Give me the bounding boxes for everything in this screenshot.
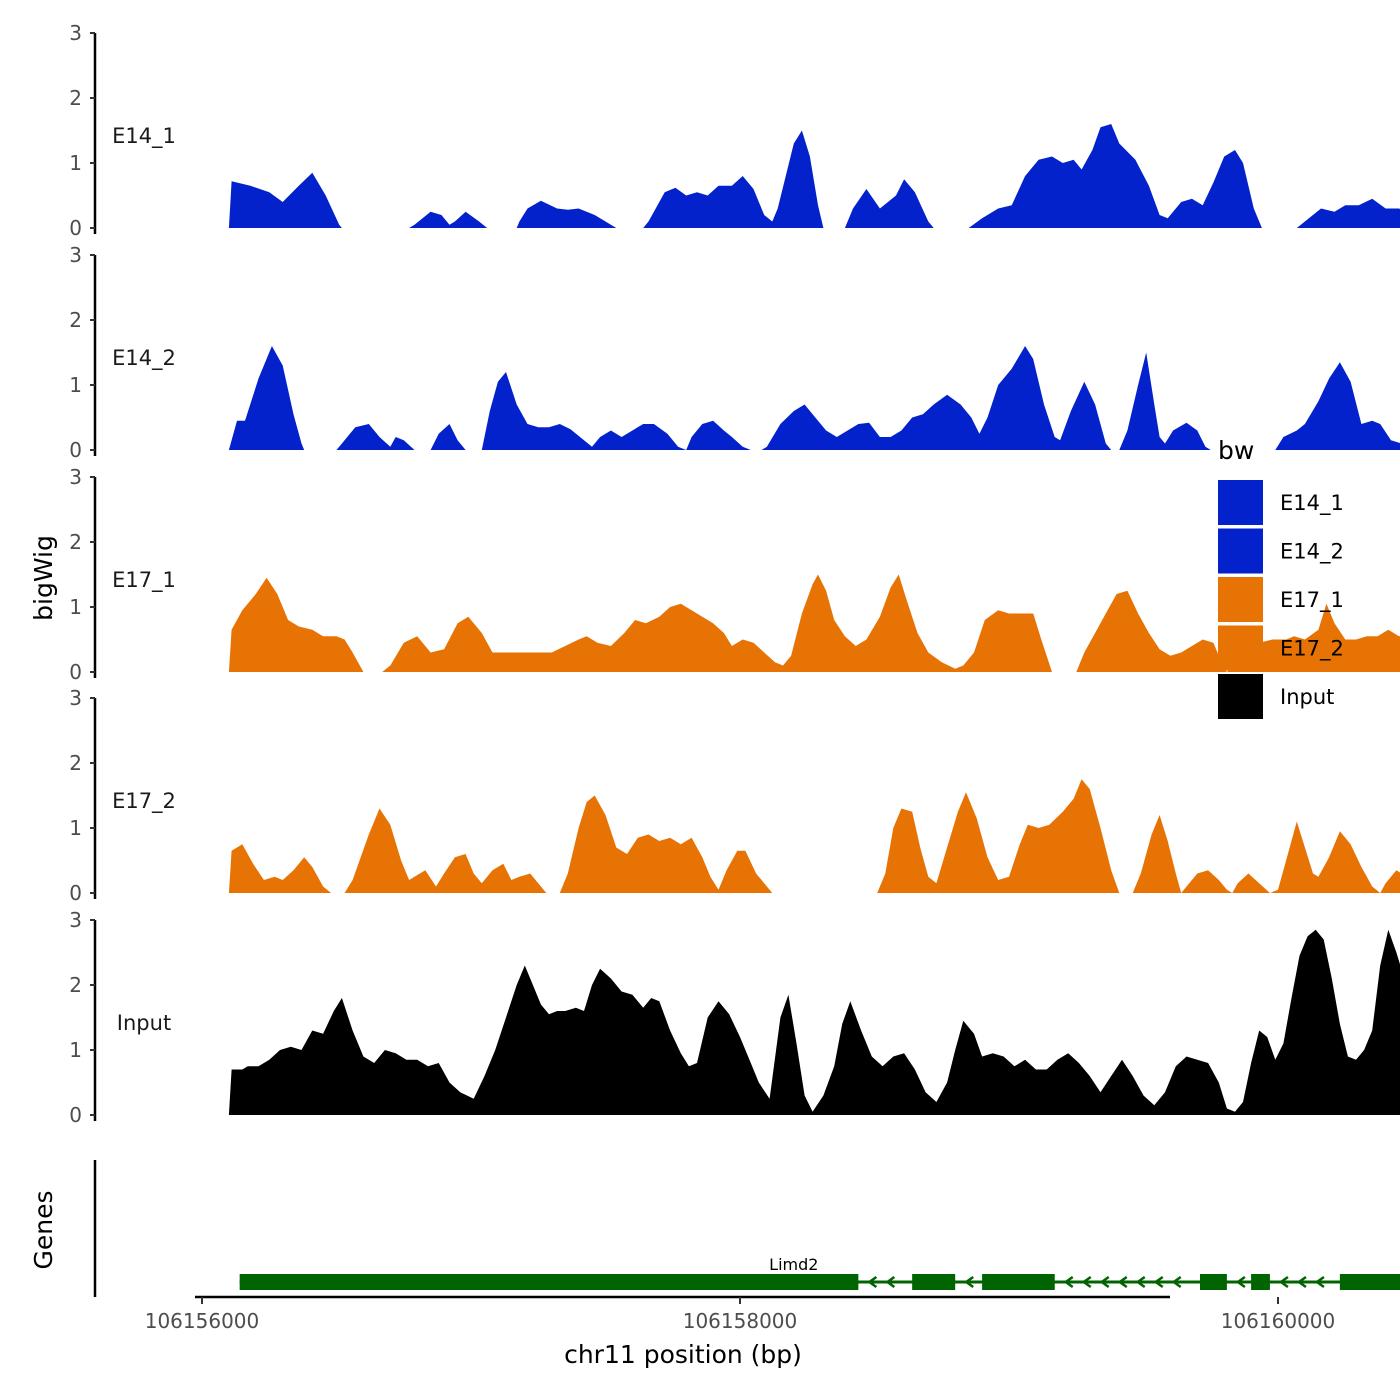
- x-tick-label: 106160000: [1221, 1309, 1336, 1333]
- track-e14_1: 0 1 2 3 E14_1: [69, 21, 1400, 240]
- y-tick-label: 2: [69, 973, 82, 997]
- track-label: E14_1: [112, 124, 176, 149]
- y-tick-label: 3: [69, 243, 82, 267]
- genes-axis-label: Genes: [29, 1190, 58, 1269]
- legend-swatch: [1218, 625, 1263, 671]
- strand-arrow: [885, 1275, 896, 1289]
- y-tick-label: 0: [69, 660, 82, 684]
- x-tick-label: 106156000: [145, 1309, 260, 1333]
- y-tick-label: 3: [69, 686, 82, 710]
- legend-item-e17_1: E17_1: [1218, 577, 1344, 622]
- signal-area-e14_2: [228, 346, 1400, 450]
- signal-area-e17_1: [228, 574, 1400, 672]
- legend-swatch: [1218, 480, 1263, 525]
- strand-arrow: [964, 1275, 974, 1289]
- legend-label: E14_2: [1280, 540, 1344, 565]
- track-label: E14_2: [112, 346, 176, 371]
- gene-exon: [982, 1274, 1055, 1290]
- track-label: Input: [117, 1011, 171, 1035]
- y-tick-label: 0: [69, 881, 82, 905]
- gene-exon: [1339, 1274, 1400, 1290]
- strand-arrow: [867, 1275, 878, 1289]
- y-tick-label: 2: [69, 308, 82, 332]
- y-tick-label: 1: [69, 595, 82, 619]
- gene-exon: [1199, 1274, 1227, 1290]
- legend-label: Input: [1280, 685, 1334, 709]
- y-tick-label: 1: [69, 816, 82, 840]
- legend-item-e14_1: E14_1: [1218, 480, 1344, 525]
- y-tick-label: 1: [69, 373, 82, 397]
- y-tick-label: 2: [69, 530, 82, 554]
- signal-area-e14_1: [228, 124, 1400, 228]
- x-tick-label: 106158000: [683, 1309, 798, 1333]
- y-tick-label: 2: [69, 751, 82, 775]
- track-e17_1: 0 1 2 3 E17_1: [69, 465, 1400, 684]
- gene-exon: [1251, 1274, 1270, 1290]
- strand-arrow: [1081, 1275, 1092, 1289]
- strand-arrow: [1314, 1275, 1325, 1289]
- strand-arrow: [1278, 1275, 1289, 1289]
- gene-limd2: Limd2: [239, 1255, 1400, 1290]
- legend-title: bw: [1218, 436, 1254, 465]
- legend-swatch: [1218, 528, 1263, 574]
- track-e14_2: 0 1 2 3 E14_2: [69, 243, 1400, 462]
- y-tick-label: 0: [69, 1103, 82, 1127]
- gene-label: Limd2: [769, 1255, 818, 1274]
- legend-label: E17_2: [1280, 637, 1344, 662]
- gene-exon: [239, 1274, 859, 1290]
- legend-item-e17_2: E17_2: [1218, 625, 1344, 671]
- x-axis-label: chr11 position (bp): [564, 1340, 802, 1369]
- legend-swatch: [1218, 674, 1263, 719]
- strand-arrow: [1171, 1275, 1182, 1289]
- strand-arrow: [1099, 1275, 1110, 1289]
- signal-tracks: 0 1 2 3 E14_1 0 1 2 3 E14_2 0 1 2 3 E17_1 0 1 2 3 E17_2 0 1 2 3…: [69, 21, 1400, 1127]
- y-axis-label: bigWig: [29, 535, 58, 621]
- strand-arrow: [1117, 1275, 1128, 1289]
- y-tick-label: 1: [69, 151, 82, 175]
- y-tick-label: 3: [69, 908, 82, 932]
- strand-arrow: [1135, 1275, 1146, 1289]
- track-label: E17_2: [112, 789, 176, 814]
- y-tick-label: 0: [69, 438, 82, 462]
- legend-label: E17_1: [1280, 588, 1344, 613]
- y-tick-label: 2: [69, 86, 82, 110]
- legend-item-e14_2: E14_2: [1218, 528, 1344, 574]
- y-tick-label: 3: [69, 465, 82, 489]
- signal-area-input: [228, 929, 1400, 1115]
- y-tick-label: 1: [69, 1038, 82, 1062]
- strand-arrow: [1063, 1275, 1074, 1289]
- x-axis: 106156000106158000106160000106162000: [145, 1295, 1336, 1333]
- track-input: 0 1 2 3 Input: [69, 908, 1400, 1127]
- genes-panel: Gm10840Limd2: [93, 1160, 1400, 1297]
- y-tick-label: 3: [69, 21, 82, 45]
- signal-area-e17_2: [228, 779, 1400, 893]
- track-e17_2: 0 1 2 3 E17_2: [69, 686, 1400, 905]
- legend-item-input: Input: [1218, 674, 1334, 719]
- gene-exon: [912, 1274, 956, 1290]
- track-label: E17_1: [112, 568, 176, 593]
- legend-swatch: [1218, 577, 1263, 622]
- strand-arrow: [1296, 1275, 1307, 1289]
- strand-arrow: [1153, 1275, 1164, 1289]
- legend: bw E14_1 E14_2 E17_1 E17_2 Input: [1218, 436, 1344, 719]
- strand-arrow: [1235, 1275, 1246, 1289]
- y-tick-label: 0: [69, 216, 82, 240]
- legend-label: E14_1: [1280, 491, 1344, 516]
